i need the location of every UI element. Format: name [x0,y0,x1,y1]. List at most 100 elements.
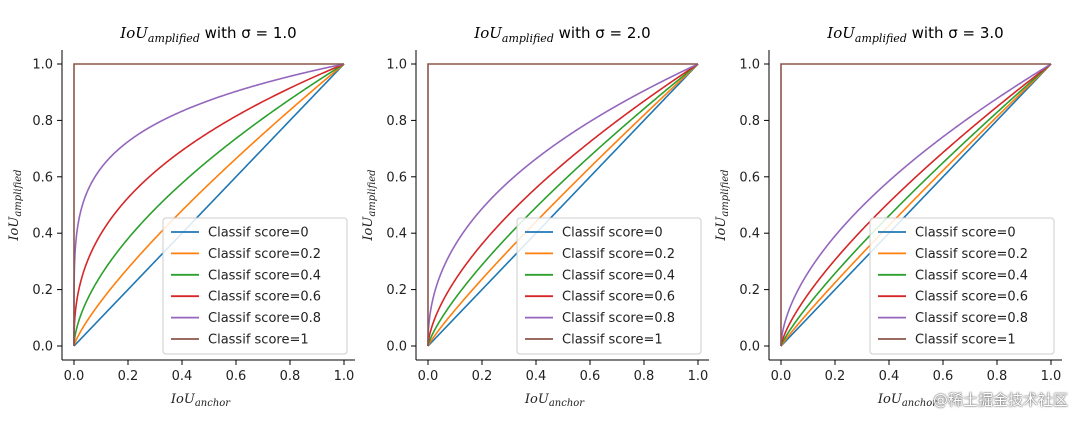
y-axis-label-sub: amplified [720,169,731,216]
y-tick-label: 0.8 [386,114,407,129]
y-tick-label: 0.8 [32,114,53,129]
x-tick-label: 0.8 [634,369,655,384]
legend-entry: Classif score=1 [562,333,663,348]
x-axis-label-sub: anchor [195,398,231,409]
series-line [780,63,1052,347]
chart-title-suffix: with σ = 2.0 [554,24,651,42]
legend-entry: Classif score=0 [562,226,663,241]
series-line [427,63,699,347]
series-line [73,63,345,346]
legend-entry: Classif score=0.8 [208,311,321,326]
chart-panel-3: IoUamplified with σ = 3.00.0 0.2 0.4 0.6 0.8… [714,24,1062,409]
y-tick-label: 0.4 [386,227,407,242]
series-line [780,63,1052,347]
x-tick-label: 1.0 [334,369,355,384]
legend-entry: Classif score=0 [208,226,309,241]
y-axis-label-sub: amplified [367,169,378,216]
legend-box [869,217,1055,355]
y-tick-label: 0.2 [32,283,53,298]
series-line [427,63,699,347]
chart-title-main: IoU [119,24,149,42]
series-line [73,63,345,347]
series-line [73,63,345,347]
x-axis-label-main: IoU [170,392,196,407]
x-tick-label: 0.2 [825,369,846,384]
legend-entry: Classif score=1 [915,333,1016,348]
x-tick-label: 0.0 [418,369,439,384]
x-axis-label-main: IoU [877,392,903,407]
legend-entry: Classif score=0.8 [562,311,675,326]
x-tick-label: 0.6 [933,369,954,384]
x-axis-label-sub: anchor [549,398,585,409]
chart-title-suffix: with σ = 3.0 [907,24,1004,42]
legend-entry: Classif score=0.4 [562,268,675,283]
series-line [427,63,699,346]
chart-title-main: IoU [473,24,503,42]
x-axis-label: IoUanchor [524,392,585,409]
x-tick-label: 0.2 [472,369,493,384]
chart-panel-1: IoUamplified with σ = 1.00.0 0.2 0.4 0.6 0.8… [7,24,355,409]
series-line [427,63,698,346]
y-tick-label: 1.0 [386,58,407,73]
legend-entry: Classif score=0.2 [915,247,1028,262]
legend-entry: Classif score=0.2 [562,247,675,262]
series-line [73,63,345,346]
x-tick-label: 1.0 [1041,369,1062,384]
chart-title-sub: amplified [855,32,907,45]
y-axis-label-main: IoU [361,216,376,242]
x-tick-label: 0.4 [879,369,900,384]
legend-entry: Classif score=0.6 [208,290,321,305]
x-tick-label: 0.2 [118,369,139,384]
legend-box [516,217,702,355]
x-tick-label: 0.6 [580,369,601,384]
y-tick-label: 0.2 [739,283,760,298]
chart-title: IoUamplified with σ = 3.0 [826,24,1003,45]
y-tick-label: 0.6 [739,170,760,185]
legend-entry: Classif score=0.8 [915,311,1028,326]
chart-title-main: IoU [826,24,856,42]
chart-title-suffix: with σ = 1.0 [200,24,297,42]
y-axis-label-main: IoU [7,216,22,242]
series-line [427,63,699,347]
y-axis-label-main: IoU [714,216,729,242]
y-tick-label: 0.6 [386,170,407,185]
x-axis-label: IoUanchor [877,392,938,409]
legend-entry: Classif score=0.4 [915,268,1028,283]
x-tick-label: 1.0 [688,369,709,384]
legend-entry: Classif score=0.2 [208,247,321,262]
chart-title-sub: amplified [502,32,554,45]
series-line [427,63,699,346]
x-tick-label: 0.6 [226,369,247,384]
chart-title: IoUamplified with σ = 1.0 [119,24,296,45]
y-tick-label: 0.8 [739,114,760,129]
y-tick-label: 0.0 [32,340,53,355]
series-line [780,63,1052,347]
legend: Classif score=0 Classif score=0.2 Classif … [869,217,1055,355]
legend-entry: Classif score=0 [915,226,1016,241]
y-tick-label: 0.2 [386,283,407,298]
y-tick-label: 0.0 [739,340,760,355]
x-tick-label: 0.8 [987,369,1008,384]
y-axis-label: IoUamplified [361,169,378,241]
y-axis-label: IoUamplified [7,169,24,241]
watermark-text: @稀土掘金技术社区 [932,391,1068,409]
y-tick-label: 0.4 [739,227,760,242]
y-tick-label: 1.0 [739,58,760,73]
y-tick-label: 0.0 [386,340,407,355]
y-axis-label-sub: amplified [13,169,24,216]
x-axis-label-main: IoU [524,392,550,407]
chart-title-sub: amplified [148,32,200,45]
legend-entry: Classif score=0.6 [915,290,1028,305]
x-tick-label: 0.0 [64,369,85,384]
legend-box [162,217,348,355]
x-tick-label: 0.4 [526,369,547,384]
legend-entry: Classif score=0.4 [208,268,321,283]
legend-entry: Classif score=0.6 [562,290,675,305]
series-line [780,63,1051,346]
x-tick-label: 0.4 [172,369,193,384]
legend: Classif score=0 Classif score=0.2 Classif … [516,217,702,355]
y-tick-label: 0.6 [32,170,53,185]
x-tick-label: 0.0 [771,369,792,384]
series-line [73,63,345,346]
